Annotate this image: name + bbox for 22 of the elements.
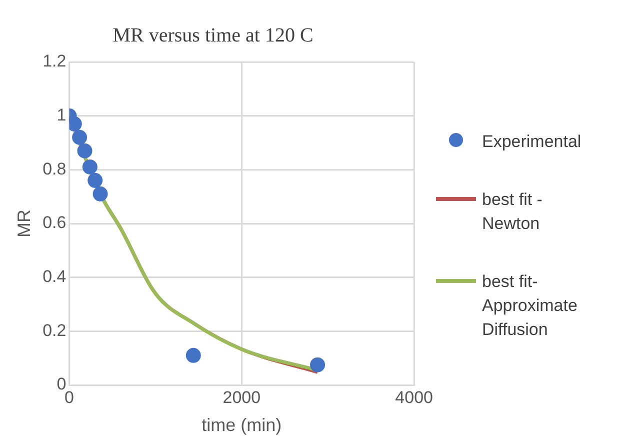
point	[88, 172, 103, 188]
point	[82, 159, 98, 174]
y-tick-label: 0	[56, 374, 66, 394]
x-tick-label: 4000	[395, 388, 434, 407]
point	[92, 186, 108, 202]
y-tick-label: 0.2	[42, 320, 66, 340]
x-tick-label: 2000	[222, 388, 261, 407]
y-tick-label: 0.6	[42, 213, 66, 232]
point	[72, 130, 88, 145]
legend-label: Experimental	[482, 131, 582, 153]
x-axis-title: time (min)	[202, 415, 282, 436]
y-tick-label: 0.4	[42, 267, 66, 286]
y-tick-label: 1.2	[42, 52, 66, 71]
y-axis-title: MR	[14, 210, 34, 238]
y-tick-label: 1	[56, 106, 66, 125]
legend-label: best fit - Newton	[482, 189, 544, 235]
chart-title: MR versus time at 120 C	[112, 24, 314, 46]
point	[310, 357, 326, 372]
point	[77, 143, 92, 158]
legend-label: best fit-Approximate Diffusion	[482, 271, 578, 341]
y-tick-label: 0.8	[42, 159, 66, 178]
point	[186, 348, 201, 363]
